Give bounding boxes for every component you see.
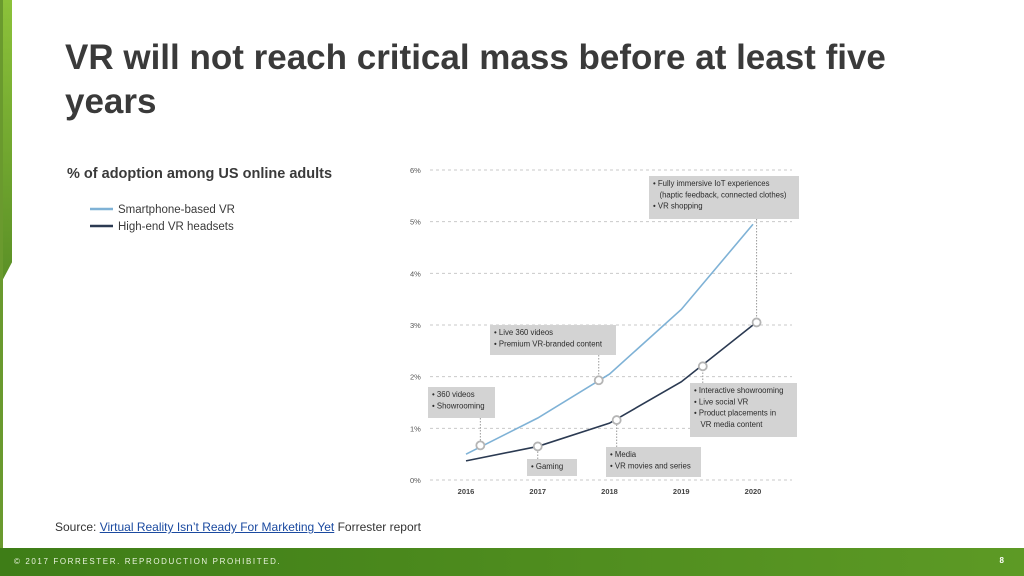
milestone-marker: [751, 317, 762, 328]
callout-iot: • Fully immersive IoT experiences (hapti…: [649, 176, 799, 323]
series-line-smartphone: [465, 223, 754, 455]
footer-bar: © 2017 FORRESTER. REPRODUCTION PROHIBITE…: [0, 548, 1024, 576]
callout-media: • Media • VR movies and series: [606, 420, 701, 477]
callout-interactive: • Interactive showrooming • Live social V…: [690, 366, 797, 437]
callout-box: [649, 176, 799, 219]
milestone-marker: [532, 441, 543, 452]
left-accent-bar: [0, 0, 3, 548]
milestone-marker: [697, 361, 708, 372]
chart-markers: [475, 317, 762, 452]
source-suffix: Forrester report: [334, 520, 421, 534]
chart-callouts: • 360 videos • Showrooming • Gaming • Live …: [428, 176, 799, 477]
callout-box: [690, 383, 797, 437]
milestone-marker: [475, 440, 486, 451]
callout-text: • Interactive showrooming: [694, 386, 783, 395]
legend-label-smartphone: Smartphone-based VR: [118, 204, 235, 216]
milestone-marker: [611, 415, 622, 425]
callout-text: • Showrooming: [432, 401, 485, 410]
x-tick-label: 2020: [745, 487, 762, 496]
x-tick-label: 2016: [458, 487, 475, 496]
y-axis-ticks: 0% 1% 2% 3% 4% 5% 6%: [410, 166, 421, 485]
left-accent-tab: [0, 0, 12, 285]
callout-text: • VR shopping: [653, 202, 703, 211]
callout-box: [490, 325, 616, 355]
chart-svg: % of adoption among US online adults Sma…: [67, 166, 799, 496]
x-tick-label: 2018: [601, 487, 618, 496]
y-tick-label: 2%: [410, 373, 421, 382]
callout-text: • Product placements in: [694, 409, 776, 418]
callout-360-videos: • 360 videos • Showrooming: [428, 387, 495, 446]
callout-text: • Gaming: [531, 462, 563, 471]
source-prefix: Source:: [55, 520, 100, 534]
y-tick-label: 1%: [410, 424, 421, 433]
callout-box: [606, 447, 701, 477]
footer-copyright: © 2017 FORRESTER. REPRODUCTION PROHIBITE…: [14, 557, 282, 566]
slide-title: VR will not reach critical mass before a…: [65, 38, 886, 121]
callout-text: • Live social VR: [694, 397, 749, 406]
callout-gaming: • Gaming: [527, 446, 577, 476]
source-report-link[interactable]: Virtual Reality Isn’t Ready For Marketin…: [99, 520, 335, 534]
callout-live-360: • Live 360 videos • Premium VR-branded co…: [490, 325, 616, 381]
callout-text: • Fully immersive IoT experiences: [653, 179, 770, 188]
y-tick-label: 3%: [410, 321, 421, 330]
x-tick-label: 2017: [529, 487, 546, 496]
x-tick-label: 2019: [673, 487, 690, 496]
callout-text: VR media content: [694, 420, 763, 429]
callout-text: • Premium VR-branded content: [494, 339, 603, 348]
x-axis-ticks: 2016 2017 2018 2019 2020: [458, 487, 762, 496]
source-line: Source: Virtual Reality Isn’t Ready For …: [55, 520, 421, 534]
callout-text: • Media: [610, 450, 637, 459]
chart-legend: Smartphone-based VR High-end VR headsets: [90, 204, 235, 233]
callout-box: [428, 387, 495, 418]
y-tick-label: 5%: [410, 218, 421, 227]
milestone-marker: [593, 375, 604, 386]
y-tick-label: 4%: [410, 269, 421, 278]
y-tick-label: 0%: [410, 476, 421, 485]
callout-text: • VR movies and series: [610, 461, 691, 470]
y-tick-label: 6%: [410, 166, 421, 175]
adoption-chart: % of adoption among US online adults Sma…: [67, 166, 799, 496]
legend-label-highend: High-end VR headsets: [118, 221, 234, 233]
callout-text: (haptic feedback, connected clothes): [653, 190, 787, 199]
chart-title: % of adoption among US online adults: [67, 166, 332, 182]
callout-text: • 360 videos: [432, 390, 475, 399]
callout-text: • Live 360 videos: [494, 328, 553, 337]
callout-box: [527, 459, 577, 476]
page-number: 8: [999, 556, 1004, 565]
